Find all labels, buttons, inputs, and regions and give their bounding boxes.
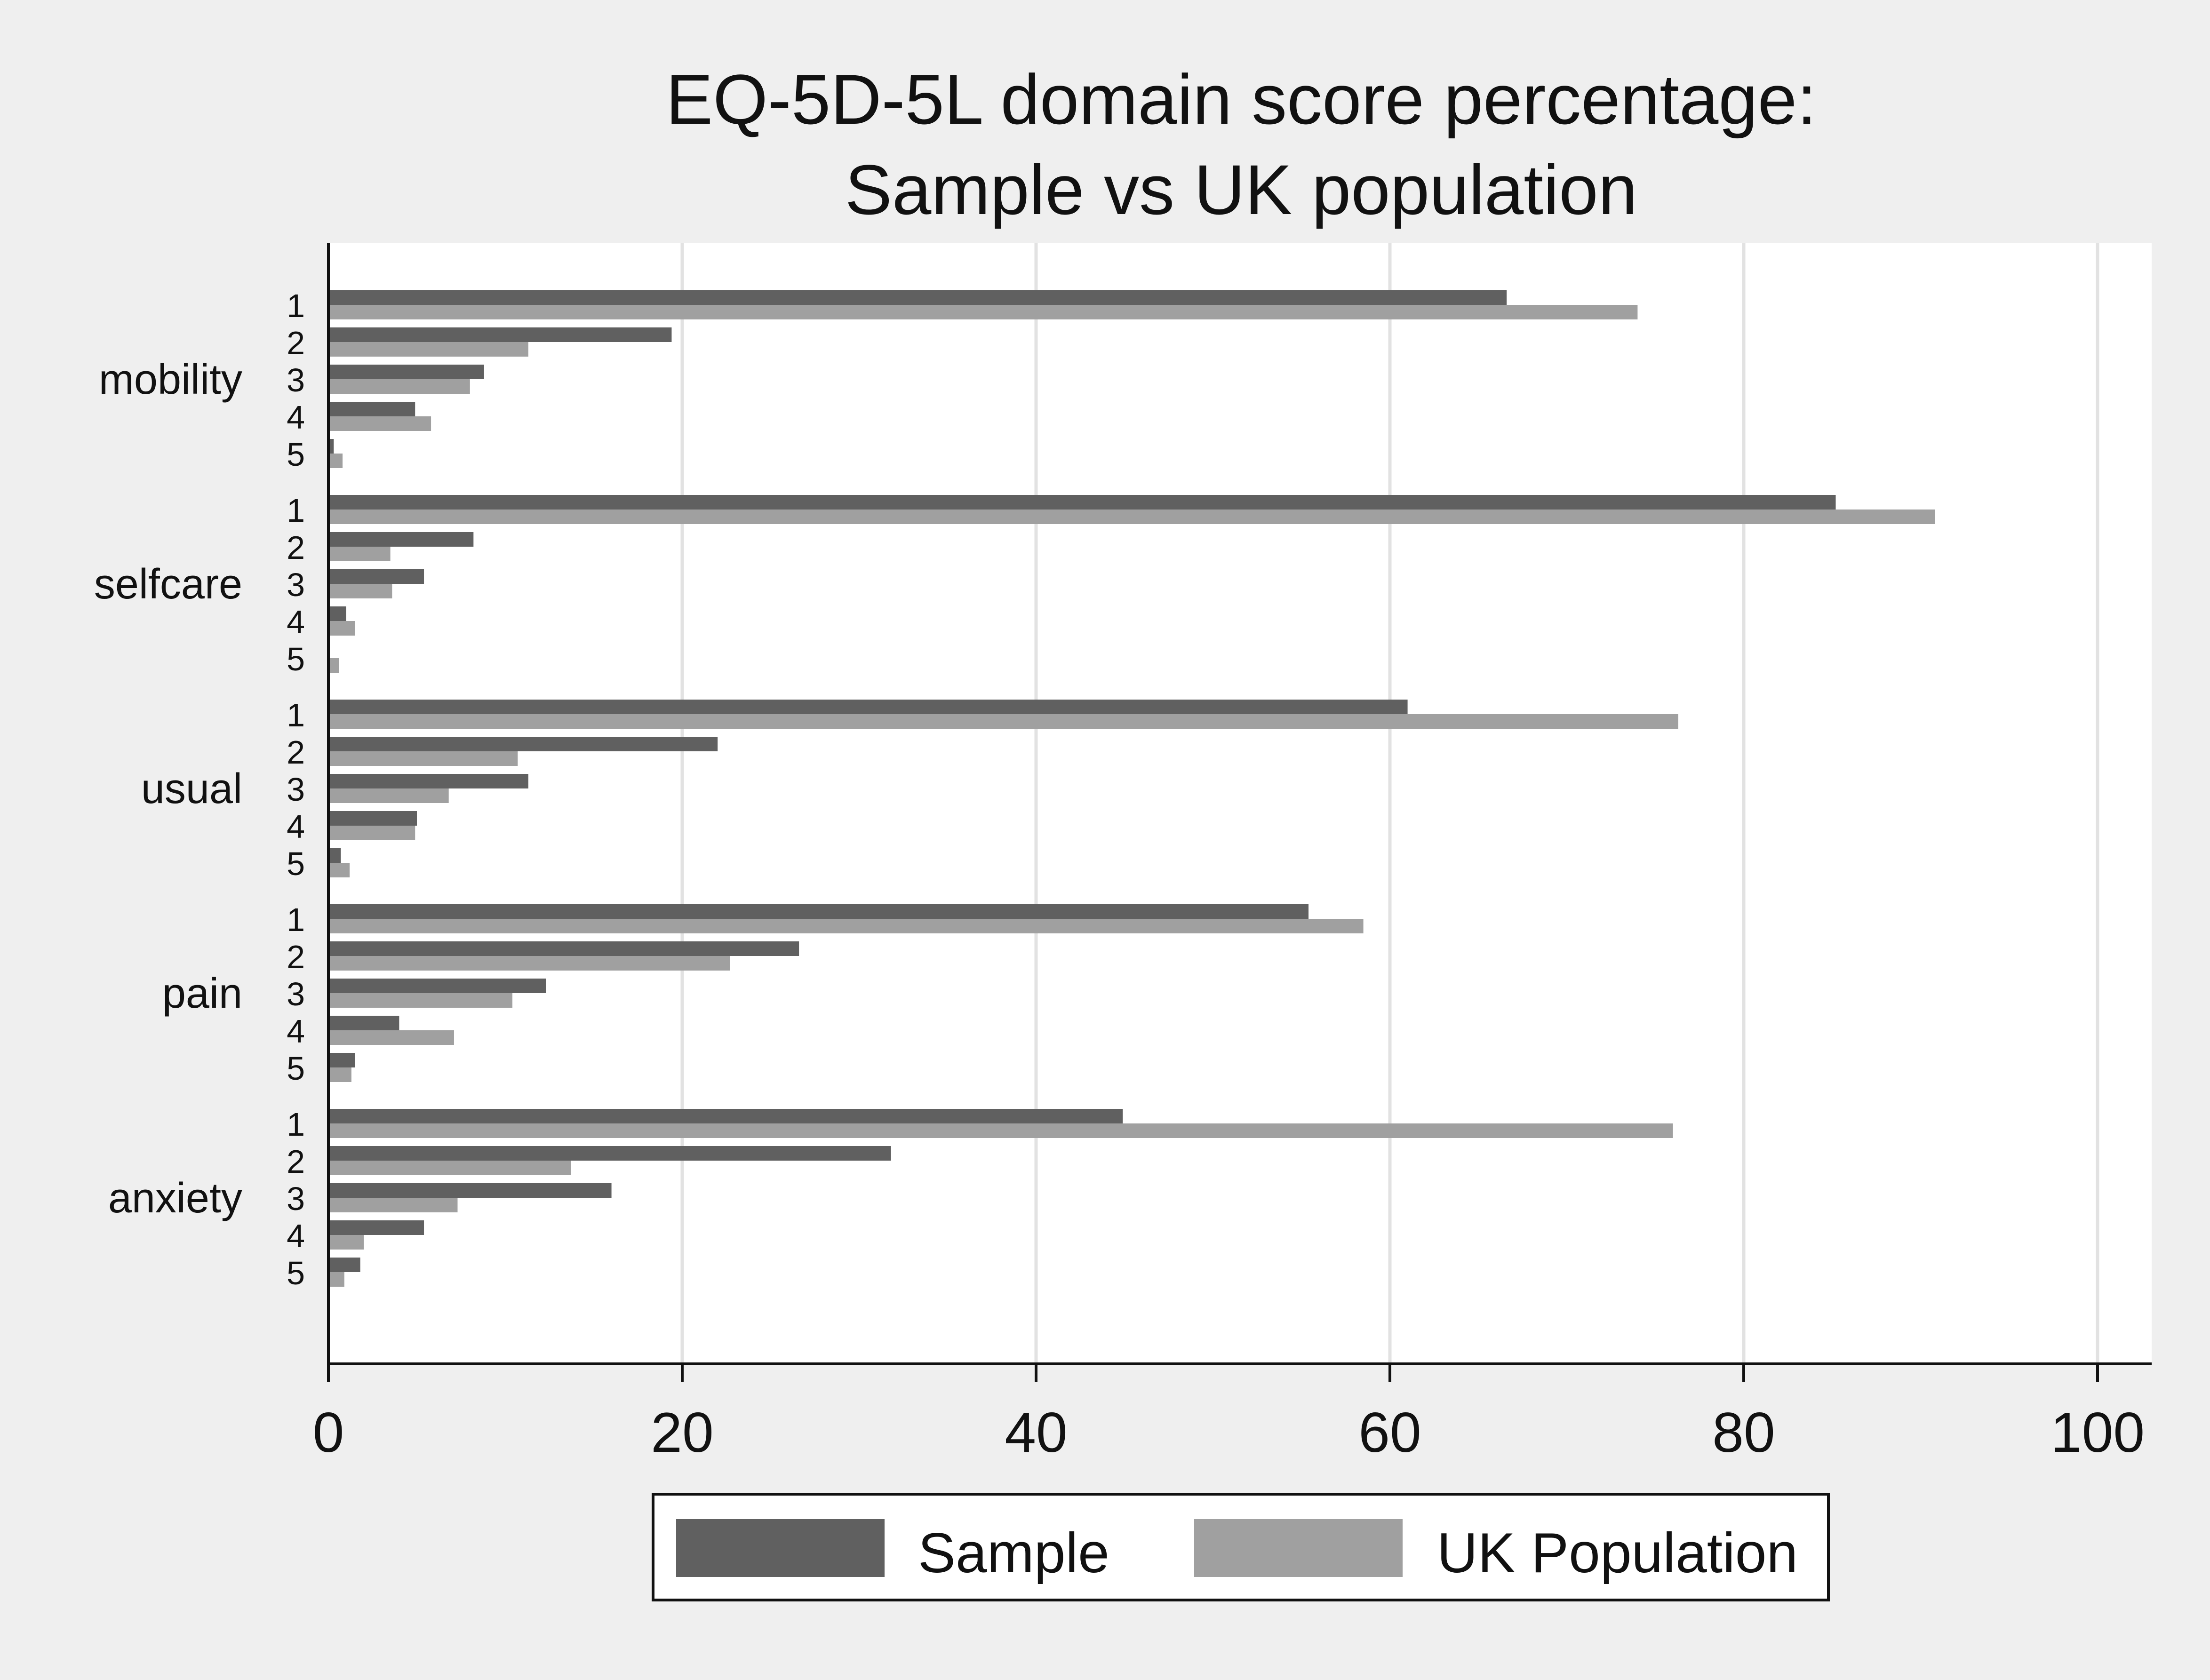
bar-uk-population bbox=[328, 379, 470, 394]
bar-sample bbox=[328, 532, 474, 547]
bar-uk-population bbox=[328, 1198, 458, 1212]
x-tick-label: 40 bbox=[1005, 1401, 1067, 1464]
bar-uk-population bbox=[328, 510, 1935, 524]
x-tick-label: 0 bbox=[313, 1401, 344, 1464]
bar-uk-population bbox=[328, 1161, 571, 1175]
level-label: 1 bbox=[287, 1106, 305, 1143]
bar-sample bbox=[328, 979, 546, 993]
bar-sample bbox=[328, 365, 484, 379]
bar-uk-population bbox=[328, 416, 431, 431]
bar-uk-population bbox=[328, 751, 518, 766]
bar-sample bbox=[328, 700, 1408, 714]
level-label: 3 bbox=[287, 976, 305, 1012]
bar-uk-population bbox=[328, 1272, 344, 1287]
bar-sample bbox=[328, 402, 415, 416]
bar-sample bbox=[328, 606, 346, 621]
legend-label-sample: Sample bbox=[918, 1521, 1109, 1584]
bar-sample bbox=[328, 1183, 612, 1198]
bar-sample bbox=[328, 1220, 424, 1235]
group-label: anxiety bbox=[108, 1175, 242, 1222]
level-label: 2 bbox=[287, 734, 305, 771]
chart-title-line-1: EQ-5D-5L domain score percentage: bbox=[666, 60, 1817, 139]
bar-uk-population bbox=[328, 584, 392, 598]
level-label: 4 bbox=[287, 399, 305, 436]
bar-sample bbox=[328, 848, 341, 863]
bar-uk-population bbox=[328, 788, 449, 803]
level-label: 3 bbox=[287, 362, 305, 398]
category-labels: 12345mobility12345selfcare12345usual1234… bbox=[94, 287, 305, 1291]
level-label: 5 bbox=[287, 436, 305, 473]
level-label: 3 bbox=[287, 1180, 305, 1217]
bars bbox=[328, 290, 1935, 1287]
x-tick-label: 60 bbox=[1358, 1401, 1421, 1464]
bar-uk-population bbox=[328, 1030, 454, 1045]
level-label: 3 bbox=[287, 566, 305, 603]
bar-sample bbox=[328, 774, 528, 788]
x-tick-label: 20 bbox=[651, 1401, 713, 1464]
level-label: 4 bbox=[287, 808, 305, 845]
bar-uk-population bbox=[328, 714, 1678, 729]
level-label: 1 bbox=[287, 901, 305, 938]
x-axis-ticks: 0 20 40 60 80 100 bbox=[313, 1364, 2145, 1464]
level-label: 5 bbox=[287, 641, 305, 677]
bar-uk-population bbox=[328, 305, 1638, 319]
level-label: 4 bbox=[287, 604, 305, 640]
legend-label-uk-population: UK Population bbox=[1437, 1521, 1798, 1584]
group-label: selfcare bbox=[94, 561, 242, 608]
level-label: 2 bbox=[287, 325, 305, 361]
bar-sample bbox=[328, 1258, 360, 1272]
bar-sample bbox=[328, 904, 1309, 919]
bar-uk-population bbox=[328, 993, 513, 1008]
bar-uk-population bbox=[328, 658, 339, 673]
bar-sample bbox=[328, 439, 334, 454]
legend: Sample UK Population bbox=[652, 1493, 1830, 1601]
group-label: pain bbox=[162, 970, 242, 1017]
bar-uk-population bbox=[328, 621, 355, 636]
level-label: 5 bbox=[287, 1050, 305, 1087]
bar-uk-population bbox=[328, 454, 343, 468]
group-label: usual bbox=[141, 765, 242, 812]
level-label: 2 bbox=[287, 1143, 305, 1180]
legend-swatch-sample bbox=[676, 1519, 885, 1577]
level-label: 2 bbox=[287, 529, 305, 566]
bar-sample bbox=[328, 811, 417, 826]
x-tick-label: 80 bbox=[1712, 1401, 1775, 1464]
bar-sample bbox=[328, 290, 1507, 305]
level-label: 1 bbox=[287, 287, 305, 324]
group-label: mobility bbox=[99, 356, 242, 403]
bar-sample bbox=[328, 1053, 355, 1067]
level-label: 1 bbox=[287, 697, 305, 733]
chart-title-line-2: Sample vs UK population bbox=[845, 150, 1637, 229]
bar-uk-population bbox=[328, 1235, 364, 1250]
bar-uk-population bbox=[328, 1067, 351, 1082]
plot-area bbox=[328, 243, 2152, 1364]
bar-sample bbox=[328, 941, 799, 956]
level-label: 5 bbox=[287, 1255, 305, 1291]
bar-sample bbox=[328, 1109, 1123, 1123]
level-label: 4 bbox=[287, 1013, 305, 1050]
gridlines bbox=[680, 243, 2099, 1364]
bar-uk-population bbox=[328, 919, 1364, 933]
bar-uk-population bbox=[328, 1123, 1673, 1138]
level-label: 4 bbox=[287, 1218, 305, 1254]
bar-uk-population bbox=[328, 547, 391, 561]
bar-sample bbox=[328, 737, 718, 751]
bar-uk-population bbox=[328, 342, 528, 357]
level-label: 1 bbox=[287, 492, 305, 529]
bar-sample bbox=[328, 1016, 399, 1030]
bar-sample bbox=[328, 1146, 891, 1161]
bar-uk-population bbox=[328, 863, 350, 877]
bar-uk-population bbox=[328, 826, 415, 840]
legend-swatch-uk-population bbox=[1194, 1519, 1403, 1577]
bar-sample bbox=[328, 569, 424, 584]
x-tick-label: 100 bbox=[2050, 1401, 2145, 1464]
bar-sample bbox=[328, 327, 672, 342]
level-label: 2 bbox=[287, 939, 305, 975]
bar-sample bbox=[328, 495, 1836, 510]
level-label: 5 bbox=[287, 845, 305, 882]
level-label: 3 bbox=[287, 771, 305, 808]
bar-uk-population bbox=[328, 956, 730, 971]
